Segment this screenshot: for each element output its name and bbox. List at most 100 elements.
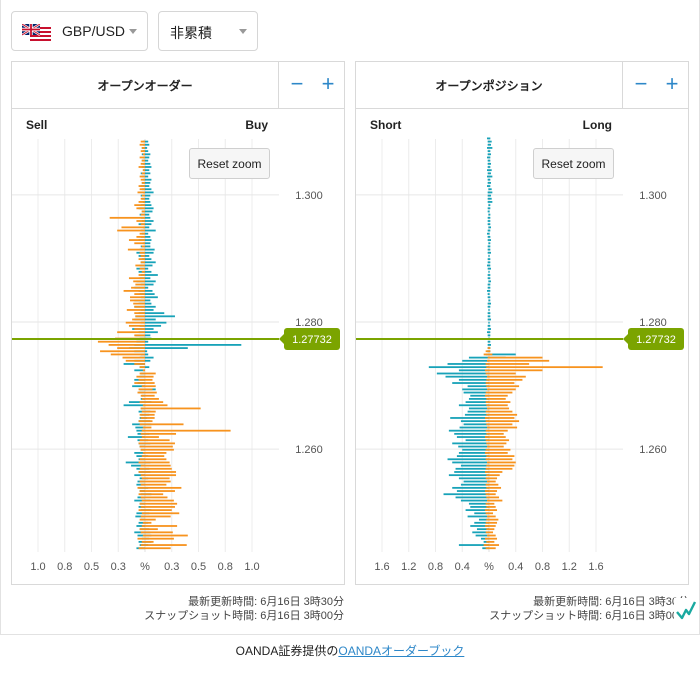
bar-teal-left xyxy=(428,366,489,369)
bar-teal-right xyxy=(145,220,154,222)
x-tick-label: 0.8 xyxy=(535,561,550,573)
currency-pair-select[interactable]: GBP/USD xyxy=(11,11,148,51)
bar-orange-left xyxy=(134,312,145,315)
bar-orange-right xyxy=(145,486,182,489)
bar-teal-right xyxy=(145,204,152,207)
bar-teal-right xyxy=(489,153,492,156)
bar-orange-left xyxy=(486,407,489,410)
bar-orange-left xyxy=(484,436,489,438)
bar-orange-left xyxy=(140,515,145,518)
bar-orange-right xyxy=(489,445,504,448)
bar-orange-right xyxy=(145,375,154,378)
bar-orange-left xyxy=(142,404,145,407)
bar-orange-left xyxy=(486,375,489,378)
zoom-controls xyxy=(279,62,344,109)
bar-teal-right xyxy=(489,264,491,267)
bar-teal-right xyxy=(145,162,151,165)
bar-orange-left xyxy=(139,143,145,146)
bar-orange-left xyxy=(141,525,145,527)
bar-orange-left xyxy=(127,248,145,251)
bar-teal-right xyxy=(145,293,155,295)
bar-orange-left xyxy=(485,448,489,451)
bar-orange-right xyxy=(145,490,175,492)
bar-teal-right xyxy=(489,245,491,248)
bar-orange-left xyxy=(139,423,145,426)
bar-teal-right xyxy=(489,143,492,146)
bar-orange-left xyxy=(141,410,145,413)
bar-teal-right xyxy=(145,188,152,191)
bar-orange-right xyxy=(489,467,513,470)
bar-orange-left xyxy=(486,404,489,407)
bar-orange-left xyxy=(135,264,145,267)
bar-teal-right xyxy=(489,150,491,153)
zoom-out-button[interactable]: − xyxy=(290,71,304,96)
bar-teal-left xyxy=(487,194,489,197)
bar-teal-right xyxy=(145,353,149,356)
bar-teal-right xyxy=(489,318,492,321)
bar-orange-right xyxy=(489,439,510,442)
mode-select[interactable]: 非累積 xyxy=(158,11,258,51)
bar-teal-left xyxy=(455,467,489,470)
bar-teal-left xyxy=(136,525,145,527)
bar-orange-left xyxy=(140,464,145,467)
bar-orange-left xyxy=(136,375,145,378)
bar-orange-right xyxy=(145,515,171,518)
bar-teal-left xyxy=(136,512,145,515)
bar-orange-left xyxy=(139,267,145,270)
bar-orange-left xyxy=(142,153,145,156)
bar-orange-left xyxy=(486,506,489,508)
bar-teal-left xyxy=(467,385,489,388)
bar-teal-right xyxy=(145,150,149,153)
bar-teal-right xyxy=(489,312,491,315)
bar-orange-right xyxy=(489,547,496,550)
bar-teal-left xyxy=(443,493,489,496)
bar-orange-right xyxy=(145,458,167,461)
bar-teal-left xyxy=(447,363,489,365)
bar-teal-right xyxy=(489,248,491,251)
bar-teal-left xyxy=(127,436,145,438)
reset-zoom-button[interactable]: Reset zoom xyxy=(533,148,614,179)
zoom-in-button[interactable]: + xyxy=(321,71,335,96)
bar-teal-left xyxy=(486,185,489,187)
bar-teal-right xyxy=(489,194,492,197)
bar-orange-right xyxy=(489,512,494,515)
reset-zoom-button[interactable]: Reset zoom xyxy=(189,148,270,179)
bar-orange-right xyxy=(489,464,515,467)
bar-teal-right xyxy=(489,251,492,254)
snapshot-time: スナップショット時間: 6月16日 3時00分 xyxy=(489,610,689,622)
bar-orange-left xyxy=(484,417,489,419)
current-price-label: 1.27732 xyxy=(636,334,676,346)
bar-orange-left xyxy=(486,480,489,483)
bar-teal-right xyxy=(489,277,491,280)
bar-teal-left xyxy=(488,309,489,311)
bar-orange-left xyxy=(485,429,489,432)
bar-teal-right xyxy=(145,334,151,337)
bar-teal-right xyxy=(145,315,175,318)
bar-orange-left xyxy=(142,426,145,429)
bar-teal-left xyxy=(468,398,489,400)
bar-teal-left xyxy=(487,210,489,213)
bar-teal-left xyxy=(487,239,489,241)
bar-teal-right xyxy=(489,286,491,289)
bar-orange-left xyxy=(141,398,145,400)
bar-teal-left xyxy=(463,391,489,394)
bar-orange-right xyxy=(145,382,155,384)
bar-orange-right xyxy=(489,515,496,518)
zoom-out-button[interactable]: − xyxy=(634,71,648,96)
bar-teal-left xyxy=(454,471,489,473)
bar-teal-left xyxy=(487,178,489,181)
bar-orange-left xyxy=(138,274,145,276)
bar-teal-right xyxy=(489,299,491,302)
bar-orange-right xyxy=(489,394,508,397)
bar-orange-left xyxy=(485,502,489,505)
bar-teal-left xyxy=(487,201,489,203)
buy-label: Buy xyxy=(245,118,268,132)
bar-orange-left xyxy=(141,385,145,388)
bar-orange-right xyxy=(145,404,168,407)
zoom-in-button[interactable]: + xyxy=(665,71,679,96)
bar-teal-right xyxy=(145,324,162,327)
bar-orange-left xyxy=(139,458,145,461)
order-book-link[interactable]: OANDAオーダーブック xyxy=(338,644,465,658)
bar-teal-right xyxy=(489,191,493,194)
bar-teal-right xyxy=(145,159,149,162)
